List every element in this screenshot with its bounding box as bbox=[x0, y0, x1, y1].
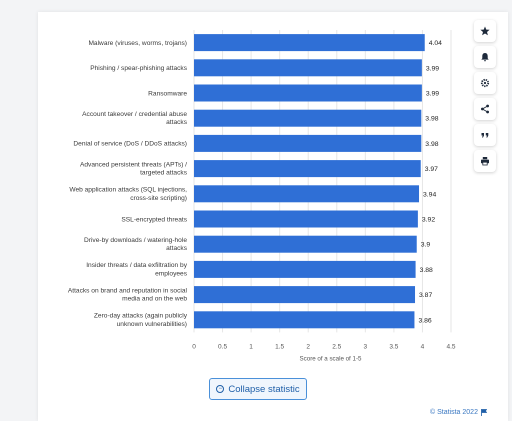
x-tick-label: 2 bbox=[306, 343, 310, 350]
collapse-icon: − bbox=[216, 385, 225, 393]
statistic-card: 4.04 Malware (viruses, worms, trojans) 3.9… bbox=[38, 12, 508, 421]
data-label: 3.98 bbox=[425, 141, 438, 148]
data-label: 3.99 bbox=[426, 65, 439, 72]
print-icon bbox=[481, 157, 489, 166]
category-label-line: Phishing / spear-phishing attacks bbox=[90, 65, 187, 72]
collapse-statistic-label: Collapse statistic bbox=[228, 383, 300, 395]
x-tick-label: 0.5 bbox=[218, 343, 227, 350]
category-label-line: Drive-by downloads / watering-hole bbox=[84, 237, 187, 244]
data-label: 3.94 bbox=[423, 191, 436, 198]
category-label: Drive-by downloads / watering-hole attack… bbox=[84, 237, 188, 252]
category-label: Malware (viruses, worms, trojans) bbox=[88, 40, 187, 47]
category-label-line: attacks bbox=[166, 119, 188, 126]
category-label: Insider threats / data exfiltration by em… bbox=[86, 262, 187, 277]
category-label-line: Web application attacks (SQL injections, bbox=[69, 187, 187, 194]
settings-button[interactable] bbox=[474, 72, 496, 94]
collapse-statistic-button[interactable]: − Collapse statistic bbox=[209, 378, 307, 400]
bar bbox=[194, 134, 422, 152]
category-label-line: Advanced persistent threats (APTs) / bbox=[80, 161, 187, 168]
bar bbox=[194, 185, 420, 203]
x-tick-label: 3.5 bbox=[389, 343, 398, 350]
category-label: Denial of service (DoS / DDoS attacks) bbox=[73, 141, 187, 148]
data-label: 3.97 bbox=[425, 166, 438, 173]
category-label-line: SSL-encrypted threats bbox=[121, 216, 187, 223]
category-label: Web application attacks (SQL injections,… bbox=[69, 187, 187, 202]
category-label: Advanced persistent threats (APTs) / targ… bbox=[80, 161, 188, 176]
category-label: Zero-day attacks (again publicly unknown … bbox=[94, 313, 188, 328]
bell-icon bbox=[481, 53, 489, 62]
star-icon bbox=[480, 26, 490, 36]
bar bbox=[194, 160, 421, 178]
bar bbox=[194, 59, 422, 77]
data-label: 3.92 bbox=[422, 217, 435, 224]
category-label-line: targeted attacks bbox=[140, 170, 188, 177]
x-tick-label: 1.5 bbox=[275, 343, 284, 350]
bar bbox=[194, 84, 422, 102]
share-button[interactable] bbox=[474, 98, 496, 120]
category-label: Attacks on brand and reputation in socia… bbox=[68, 287, 188, 302]
category-label: Ransomware bbox=[148, 90, 187, 97]
category-label: Account takeover / credential abuse attac… bbox=[82, 111, 188, 126]
category-label: Phishing / spear-phishing attacks bbox=[90, 65, 187, 72]
data-label: 3.99 bbox=[426, 91, 439, 98]
x-tick-label: 1 bbox=[249, 343, 253, 350]
category-label-line: Account takeover / credential abuse bbox=[82, 111, 187, 118]
category-label-line: cross-site scripting) bbox=[130, 195, 187, 202]
cite-button[interactable] bbox=[474, 124, 496, 146]
x-tick-label: 4 bbox=[421, 343, 425, 350]
bar bbox=[194, 109, 422, 127]
category-label-line: Attacks on brand and reputation in socia… bbox=[68, 287, 188, 294]
category-label: SSL-encrypted threats bbox=[121, 216, 187, 223]
data-label: 3.86 bbox=[418, 317, 431, 324]
favorite-button[interactable] bbox=[474, 20, 496, 42]
bar bbox=[194, 210, 418, 228]
notification-button[interactable] bbox=[474, 46, 496, 68]
x-tick-label: 3 bbox=[364, 343, 368, 350]
bar bbox=[194, 34, 425, 52]
category-label-line: Malware (viruses, worms, trojans) bbox=[88, 40, 187, 47]
category-label-line: attacks bbox=[166, 245, 188, 252]
gear-icon bbox=[480, 78, 490, 88]
quote-icon bbox=[481, 133, 489, 138]
data-label: 3.88 bbox=[420, 267, 433, 274]
bar bbox=[194, 235, 417, 253]
category-label-line: Ransomware bbox=[148, 90, 187, 97]
category-label-line: Insider threats / data exfiltration by bbox=[86, 262, 187, 269]
category-label-line: Zero-day attacks (again publicly bbox=[94, 313, 188, 320]
data-label: 4.04 bbox=[429, 40, 442, 47]
x-axis-title: Score of a scale of 1-5 bbox=[300, 355, 362, 362]
category-label-line: employees bbox=[155, 270, 188, 277]
data-label: 3.87 bbox=[419, 292, 432, 299]
data-label: 3.9 bbox=[421, 242, 431, 249]
credit-label: © Statista 2022 bbox=[430, 409, 478, 416]
bar bbox=[194, 286, 416, 304]
x-tick-label: 0 bbox=[192, 343, 196, 350]
statista-credit-link[interactable]: © Statista 2022 bbox=[430, 409, 487, 416]
print-button[interactable] bbox=[474, 150, 496, 172]
category-label-line: media and on the web bbox=[122, 296, 187, 303]
flag-icon bbox=[481, 409, 487, 416]
category-label-line: unknown vulnerabilities) bbox=[117, 321, 187, 328]
bar bbox=[194, 311, 415, 329]
category-label-line: Denial of service (DoS / DDoS attacks) bbox=[73, 141, 187, 148]
x-tick-label: 4.5 bbox=[446, 343, 455, 350]
share-icon bbox=[481, 104, 489, 114]
x-tick-label: 2.5 bbox=[332, 343, 341, 350]
side-toolbar bbox=[474, 20, 496, 176]
data-label: 3.98 bbox=[425, 116, 438, 123]
bar bbox=[194, 260, 416, 278]
bar-chart: 4.04 Malware (viruses, worms, trojans) 3.9… bbox=[68, 30, 456, 362]
